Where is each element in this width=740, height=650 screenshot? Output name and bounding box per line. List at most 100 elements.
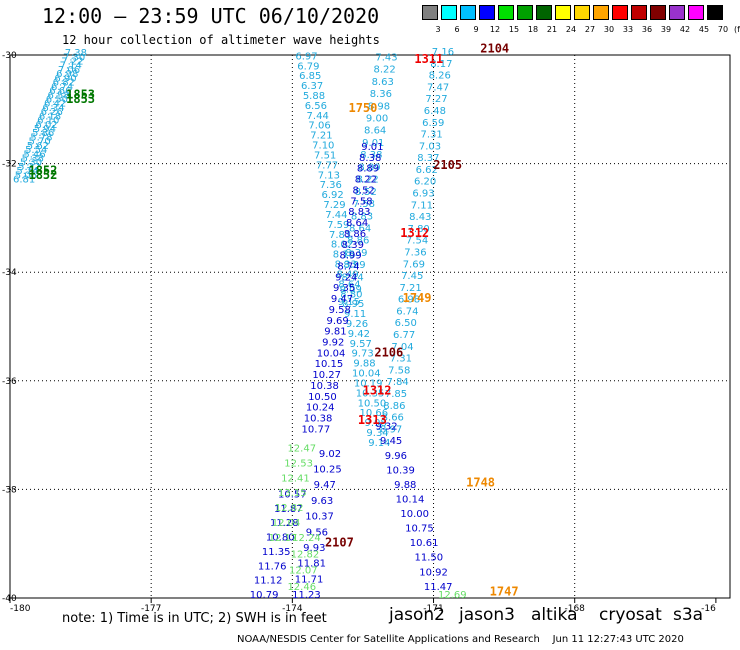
wave-height-value: 7.44	[307, 111, 329, 122]
pass-time-label: 1852	[28, 168, 57, 182]
wave-height-value: 9.15	[338, 297, 360, 308]
pass-time-label: 1853	[66, 92, 95, 106]
wave-height-value: 7.38	[65, 48, 87, 59]
wave-height-value: 6.20	[414, 177, 436, 188]
wave-height-value: 7.27	[425, 94, 447, 105]
scale-swatch	[574, 5, 590, 20]
lon-tick-label: -177	[141, 604, 161, 614]
pass-time-label: 2105	[433, 158, 462, 172]
wave-height-value: 9.88	[353, 359, 375, 370]
scale-label: 42	[679, 25, 691, 34]
wave-height-value: 8.38	[359, 153, 381, 164]
wave-height-value: 8.17	[430, 59, 452, 70]
wave-height-value: 5.94	[34, 124, 56, 135]
scale-label: 12	[489, 25, 501, 34]
wave-height-value: 8.66	[382, 413, 404, 424]
wave-height-value: 7.13	[318, 170, 340, 181]
wave-height-value: 9.01	[361, 142, 383, 153]
wave-height-value: 7.06	[58, 65, 80, 76]
wave-height-value: 7.04	[391, 342, 413, 353]
scale-unit: (ft)	[733, 25, 740, 34]
legend-altika: altika	[531, 605, 578, 625]
wave-height-value: 6.59	[422, 118, 444, 129]
wave-height-value: 9.58	[329, 305, 351, 316]
wave-height-value: 11.47	[424, 582, 453, 593]
wave-height-value: 11.12	[254, 576, 283, 587]
wave-height-value: 11.23	[292, 590, 321, 601]
wave-height-value: 10.37	[305, 512, 334, 523]
wave-height-value: 9.57	[350, 339, 372, 350]
map-title: 12:00 — 23:59 UTC 06/10/2020	[42, 4, 380, 28]
wave-height-value: 8.26	[429, 71, 451, 82]
wave-height-value: 7.47	[427, 82, 449, 93]
wave-height-value: 12.53	[284, 458, 313, 469]
scale-swatch	[688, 5, 704, 20]
wave-height-value: 10.61	[410, 538, 439, 549]
wave-height-value: 7.36	[320, 180, 342, 191]
wave-height-value: 11.50	[415, 553, 444, 564]
wave-height-value: 10.39	[386, 465, 415, 476]
lon-tick-label: -16	[701, 604, 716, 614]
lat-tick-label: -38	[2, 485, 17, 495]
wave-height-value: 5.62	[27, 141, 49, 152]
scale-swatch	[612, 5, 628, 20]
scale-label: 27	[584, 25, 596, 34]
wave-height-value: 10.38	[304, 414, 333, 425]
legend-jason2: jason2	[389, 605, 445, 625]
wave-height-value: 8.18	[333, 250, 355, 261]
wave-height-value: 8.86	[383, 401, 405, 412]
pass-time-label: 1312	[363, 383, 392, 397]
wave-height-value: 7.11	[411, 200, 433, 211]
scale-label: 39	[660, 25, 672, 34]
wave-height-value: 9.93	[303, 543, 325, 554]
wave-height-value: 10.04	[317, 348, 346, 359]
wave-height-value: 13.15	[278, 488, 307, 499]
scale-label: 45	[698, 25, 710, 34]
wave-height-value: 9.26	[346, 319, 368, 330]
wave-height-value: 5.22	[18, 162, 40, 173]
scale-label: 30	[603, 25, 615, 34]
wave-height-value: 7.06	[308, 121, 330, 132]
wave-height-value: 6.34	[42, 103, 64, 114]
lat-tick-label: -32	[2, 160, 17, 170]
scale-label: 18	[527, 25, 539, 34]
wave-height-value: 6.74	[51, 82, 73, 93]
wave-height-value: 8.83	[351, 211, 373, 222]
wave-height-value: 8.52	[353, 185, 375, 196]
wave-height-value: 10.24	[306, 403, 335, 414]
map-frame	[9, 54, 731, 599]
wave-height-value: 6.79	[297, 61, 319, 72]
wave-height-value: 9.34	[366, 428, 388, 439]
scale-swatch	[536, 5, 552, 20]
wave-height-value: 6.85	[299, 71, 321, 82]
wave-height-value: 8.49	[336, 269, 358, 280]
wave-height-value: 8.52	[355, 187, 377, 198]
wave-height-value: 10.27	[312, 370, 341, 381]
scale-label: 36	[641, 25, 653, 34]
wave-height-value: 9.02	[319, 449, 341, 460]
scale-label: 3	[435, 25, 441, 34]
wave-height-value: 8.89	[358, 162, 380, 173]
scale-swatch	[498, 5, 514, 20]
wave-height-value: 11.76	[258, 561, 287, 572]
wave-height-value: 6.37	[301, 81, 323, 92]
wave-height-value: 5.70	[29, 137, 51, 148]
wave-height-value: 8.63	[372, 77, 394, 88]
scale-swatch	[707, 5, 723, 20]
wave-height-value: 10.00	[400, 509, 429, 520]
wave-height-value: 9.14	[368, 438, 390, 449]
pass-time-label: 1747	[490, 584, 519, 598]
wave-height-value: 11.81	[297, 559, 326, 570]
wave-height-value: 8.86	[344, 229, 366, 240]
scale-label: 70	[717, 25, 729, 34]
lat-tick-label: -36	[2, 377, 17, 387]
lon-tick-label: -180	[10, 604, 31, 614]
wave-height-value: 6.77	[393, 330, 415, 341]
wave-height-value: 8.64	[364, 126, 386, 137]
legend-cryosat: cryosat	[599, 605, 662, 625]
pass-time-label: 2107	[325, 535, 354, 549]
wave-height-value: 12.69	[438, 590, 467, 601]
wave-height-value: 7.58	[353, 199, 375, 210]
wave-height-value: 6.56	[305, 101, 327, 112]
wave-height-value: 8.64	[346, 218, 368, 229]
